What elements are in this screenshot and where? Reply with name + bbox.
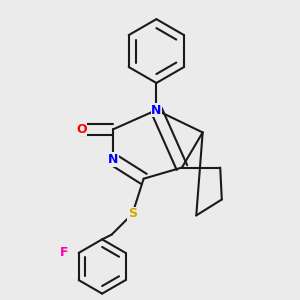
Text: F: F xyxy=(60,246,68,260)
Text: O: O xyxy=(76,123,87,136)
Text: S: S xyxy=(128,207,137,220)
Text: N: N xyxy=(151,103,162,117)
Text: N: N xyxy=(108,153,119,166)
